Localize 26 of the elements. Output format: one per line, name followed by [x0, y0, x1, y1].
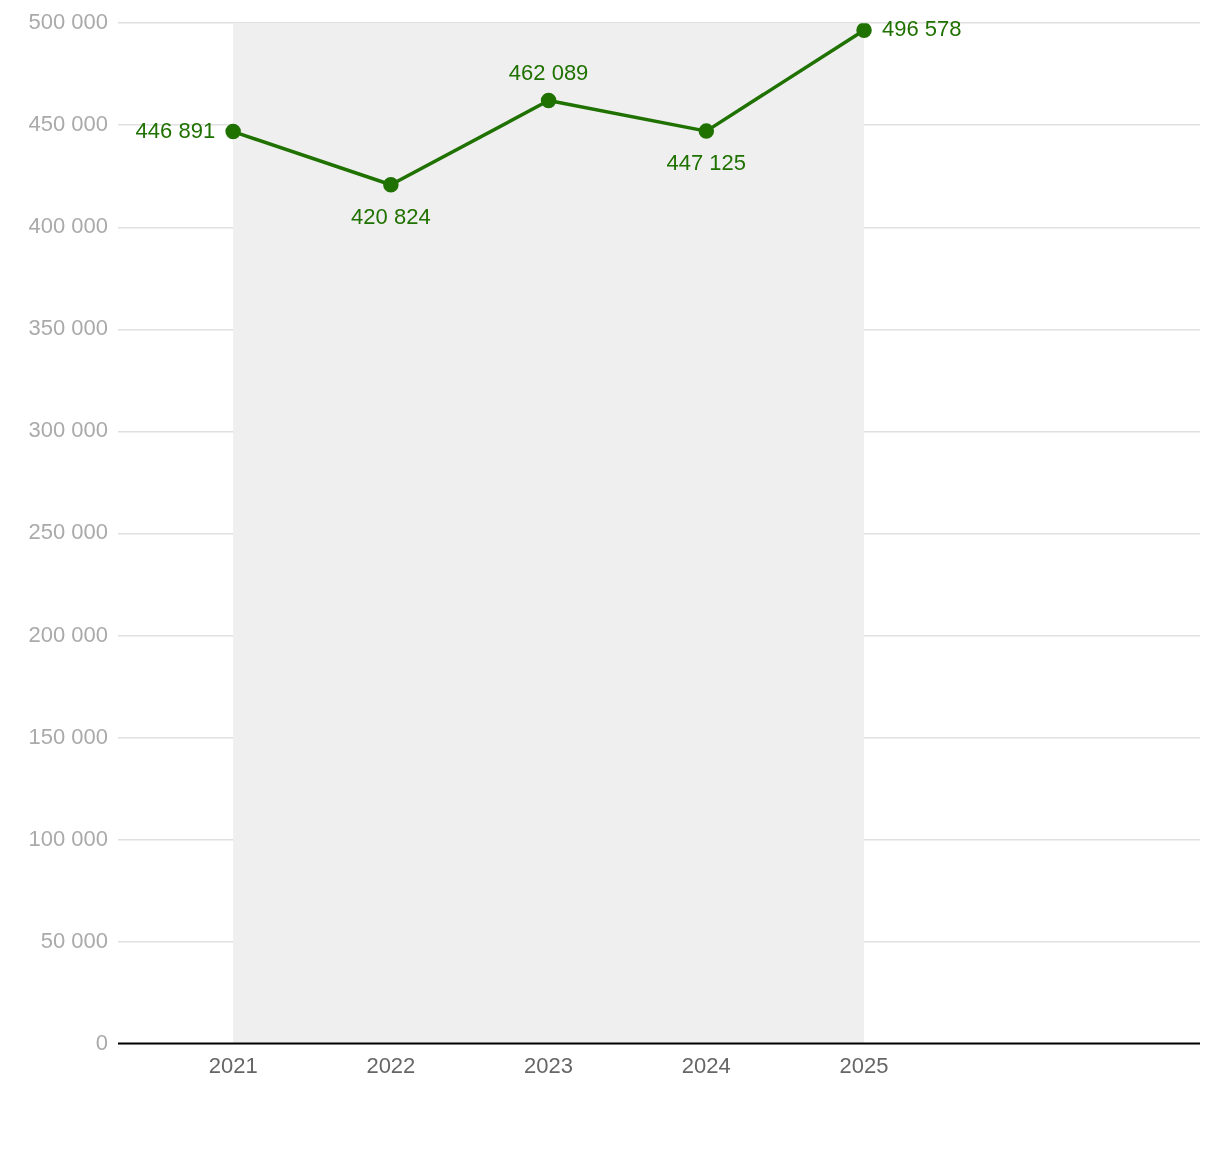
y-tick-label: 350 000 [28, 315, 108, 341]
x-tick-label: 2022 [366, 1052, 416, 1078]
data-label: 447 125 [666, 150, 747, 176]
data-label: 446 891 [135, 117, 216, 143]
y-tick-label: 300 000 [28, 417, 108, 443]
point [698, 123, 715, 139]
data-label: 420 824 [351, 203, 431, 229]
point [856, 23, 872, 38]
point [540, 92, 557, 109]
x-tick-label: 2023 [524, 1052, 574, 1078]
y-tick-label: 500 000 [28, 9, 108, 35]
data-label: 496 578 [882, 16, 962, 42]
y-tick-label: 200 000 [28, 621, 108, 647]
y-tick-label: 0 [95, 1029, 108, 1055]
y-tick-label: 50 000 [40, 927, 108, 953]
y-tick-label: 150 000 [28, 723, 108, 749]
data-label: 462 089 [508, 59, 589, 85]
x-tick-label: 2025 [839, 1052, 889, 1078]
y-tick-label: 100 000 [28, 825, 108, 851]
point [383, 177, 399, 193]
point [225, 123, 241, 140]
y-tick-label: 400 000 [28, 213, 108, 239]
y-tick-label: 450 000 [28, 111, 108, 137]
x-tick-label: 2024 [681, 1052, 731, 1078]
y-tick-label: 250 000 [28, 519, 108, 545]
x-tick-label: 2021 [208, 1052, 258, 1078]
